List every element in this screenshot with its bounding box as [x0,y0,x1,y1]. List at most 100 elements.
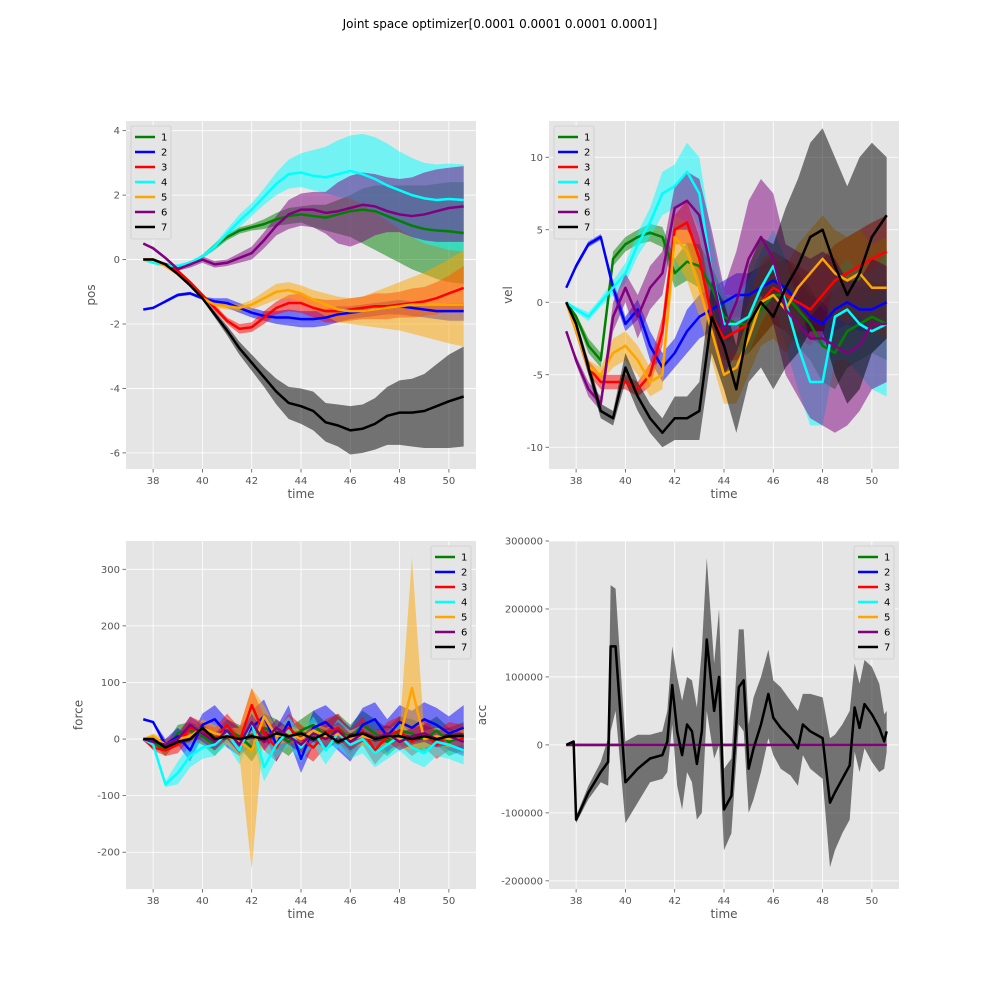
y-tick-label: 4 [114,126,120,137]
x-tick-label: 50 [866,896,879,907]
x-tick-label: 38 [570,896,583,907]
legend-label-7: 7 [461,643,467,654]
y-axis-label: vel [501,286,515,304]
x-tick-label: 42 [245,896,258,907]
y-tick-label: 5 [537,225,543,236]
x-axis-label: time [710,487,737,501]
subplot-4: 38 40 42 44 46 48 50-200000-100000010000020000… [475,537,899,921]
series-7-band [566,128,887,448]
series-4-line [565,170,888,384]
legend-label-1: 1 [461,553,467,564]
legend-label-5: 5 [584,193,590,204]
series-6-band [143,713,464,754]
series-layer [565,128,888,448]
series-7-line [565,638,888,821]
legend-label-6: 6 [461,628,467,639]
y-tick-label: 0 [114,255,120,266]
x-tick-label: 40 [196,476,209,487]
legend: 1 2 3 4 5 6 7 [430,545,472,660]
series-4-line [142,169,464,268]
x-tick-label: 44 [295,896,308,907]
y-tick-label: -5 [533,370,543,381]
legend-label-5: 5 [884,613,890,624]
subplot-1: 38 40 42 44 46 48 50 -6 -4 -2 0 2 4 time pos 1 2 3 4 5 6 7 [84,121,476,501]
y-tick-label: -200 [97,848,120,859]
series-7-band [143,259,464,455]
legend-label-3: 3 [884,583,890,594]
x-axis-label: time [287,487,314,501]
x-tick-label: 38 [147,896,160,907]
x-axis-label: time [287,907,314,921]
series-3-line [143,258,465,331]
legend: 1 2 3 4 5 6 7 [553,125,595,240]
legend-label-4: 4 [161,178,167,189]
series-layer [565,557,888,868]
legend-label-2: 2 [584,148,590,159]
series-6-band [143,166,464,271]
series-layer [142,133,465,455]
series-4-line [142,720,465,786]
x-tick-label: 50 [443,476,456,487]
y-tick-label: -100 [97,791,120,802]
legend-label-4: 4 [884,598,890,609]
series-2-line [143,292,464,321]
series-5-line [142,686,464,752]
y-tick-label: 200000 [505,604,543,615]
series-4-band [143,133,464,268]
y-tick-label: 300000 [505,537,543,548]
legend-label-4: 4 [461,598,467,609]
legend-label-1: 1 [161,133,167,144]
y-tick-label: 100 [101,678,120,689]
series-7-line [143,726,464,749]
legend-label-3: 3 [161,163,167,174]
x-tick-label: 40 [196,896,209,907]
x-tick-label: 46 [767,476,780,487]
y-tick-label: 0 [537,740,543,751]
x-tick-label: 42 [668,896,681,907]
y-tick-label: -10 [527,443,543,454]
y-axis-label: force [71,700,85,730]
x-tick-label: 46 [767,896,780,907]
y-tick-label: -6 [110,448,120,459]
series-2-line [565,235,888,369]
legend-label-6: 6 [584,208,590,219]
series-5-line [565,235,887,384]
y-tick-label: 0 [114,735,120,746]
x-tick-label: 46 [344,476,357,487]
y-tick-label: 2 [114,191,120,202]
subplot-3: 38 40 42 44 46 48 50-200-1000100200300timeforc… [71,541,476,921]
figure-title: Joint space optimizer[0.0001 0.0001 0.00… [342,17,658,31]
x-tick-label: 44 [295,476,308,487]
x-tick-label: 42 [668,476,681,487]
y-axis-label: acc [475,705,489,726]
x-tick-label: 48 [816,896,829,907]
y-tick-label: 0 [537,298,543,309]
series-6-line [565,199,887,405]
x-tick-label: 38 [570,476,583,487]
series-7-line [143,258,465,432]
y-tick-label: 300 [101,565,120,576]
x-axis-label: time [710,907,737,921]
x-tick-label: 42 [245,476,258,487]
y-tick-label: -200000 [501,876,543,887]
series-2-band [143,291,464,328]
legend-label-6: 6 [884,628,890,639]
legend-label-1: 1 [884,553,890,564]
y-tick-label: 200 [101,621,120,632]
y-tick-label: -2 [110,320,120,331]
legend-label-7: 7 [584,223,590,234]
y-tick-label: -4 [110,384,120,395]
legend-label-3: 3 [461,583,467,594]
legend: 1 2 3 4 5 6 7 [130,125,172,240]
legend: 1 2 3 4 5 6 7 [853,545,895,660]
legend-label-5: 5 [461,613,467,624]
x-tick-label: 50 [443,896,456,907]
series-3-line [565,221,888,391]
legend-label-7: 7 [884,643,890,654]
legend-label-6: 6 [161,208,167,219]
legend-label-2: 2 [461,568,467,579]
subplot-2: 38 40 42 44 46 48 50 -10 -5 0 5 10 time vel 1 2 3 4 5 6 7 [501,121,899,501]
series-1-line [565,231,888,362]
x-tick-label: 48 [393,476,406,487]
